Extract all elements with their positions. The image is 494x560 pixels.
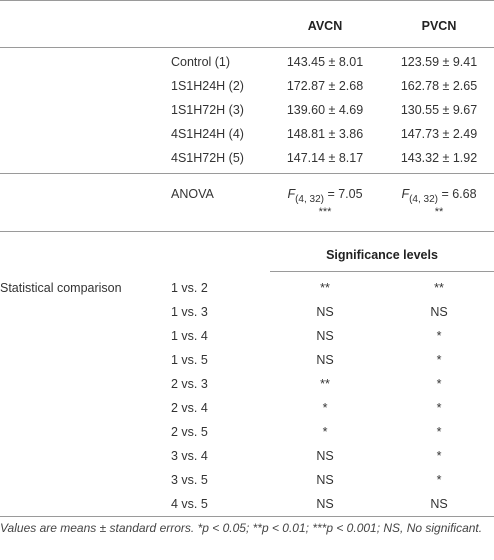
avcn-significance: NS	[316, 497, 334, 511]
f-symbol: F	[401, 187, 410, 201]
pvcn-value: 130.55 ± 9.67	[400, 103, 478, 117]
avcn-value: 143.45 ± 8.01	[286, 55, 364, 69]
avcn-value: 172.87 ± 2.68	[286, 79, 364, 93]
pvcn-significance: NS	[430, 305, 448, 319]
avcn-value: 139.60 ± 4.69	[286, 103, 364, 117]
header-rule	[0, 47, 494, 48]
anova-avcn-stars: ***	[318, 206, 332, 218]
avcn-significance: *	[322, 425, 328, 439]
pvcn-significance: *	[436, 401, 442, 415]
avcn-significance: NS	[316, 449, 334, 463]
df-subscript: (4, 32)	[295, 194, 324, 205]
significance-rule	[270, 271, 494, 272]
pvcn-significance: NS	[430, 497, 448, 511]
pvcn-value: 143.32 ± 1.92	[400, 151, 478, 165]
pair-label: 2 vs. 5	[171, 425, 208, 439]
pvcn-significance: *	[436, 425, 442, 439]
pvcn-significance: *	[436, 353, 442, 367]
anova-avcn: F(4, 32) = 7.05	[270, 187, 380, 205]
group-label: 1S1H72H (3)	[171, 103, 244, 117]
pair-label: 2 vs. 4	[171, 401, 208, 415]
f-value: = 7.05	[323, 187, 363, 201]
pair-label: 1 vs. 3	[171, 305, 208, 319]
f-symbol: F	[287, 187, 296, 201]
top-rule	[0, 0, 494, 1]
anova-rule	[0, 231, 494, 232]
group-label: 4S1H72H (5)	[171, 151, 244, 165]
header-pvcn: PVCN	[421, 19, 457, 33]
pvcn-significance: *	[436, 377, 442, 391]
pair-label: 1 vs. 5	[171, 353, 208, 367]
pvcn-value: 162.78 ± 2.65	[400, 79, 478, 93]
pvcn-significance: *	[436, 449, 442, 463]
pair-label: 3 vs. 5	[171, 473, 208, 487]
anova-pvcn-stars: **	[434, 206, 444, 218]
table-footnote: Values are means ± standard errors. *p <…	[0, 521, 483, 535]
avcn-significance: NS	[316, 473, 334, 487]
significance-header: Significance levels	[326, 248, 438, 262]
df-subscript: (4, 32)	[409, 194, 438, 205]
avcn-value: 148.81 ± 3.86	[286, 127, 364, 141]
group-label: 1S1H24H (2)	[171, 79, 244, 93]
avcn-significance: NS	[316, 329, 334, 343]
avcn-significance: **	[320, 281, 330, 295]
pvcn-value: 147.73 ± 2.49	[400, 127, 478, 141]
group-rule	[0, 173, 494, 174]
avcn-significance: **	[320, 377, 330, 391]
avcn-significance: NS	[316, 353, 334, 367]
pvcn-value: 123.59 ± 9.41	[400, 55, 478, 69]
comparison-label: Statistical comparison	[0, 281, 122, 295]
pair-label: 1 vs. 2	[171, 281, 208, 295]
avcn-significance: *	[322, 401, 328, 415]
group-label: 4S1H24H (4)	[171, 127, 244, 141]
pair-label: 2 vs. 3	[171, 377, 208, 391]
pvcn-significance: **	[434, 281, 444, 295]
anova-pvcn: F(4, 32) = 6.68	[384, 187, 494, 205]
pvcn-significance: *	[436, 329, 442, 343]
bottom-rule	[0, 516, 494, 517]
pair-label: 4 vs. 5	[171, 497, 208, 511]
avcn-value: 147.14 ± 8.17	[286, 151, 364, 165]
f-value: = 6.68	[437, 187, 477, 201]
group-label: Control (1)	[171, 55, 231, 69]
avcn-significance: NS	[316, 305, 334, 319]
pair-label: 1 vs. 4	[171, 329, 208, 343]
pvcn-significance: *	[436, 473, 442, 487]
header-avcn: AVCN	[307, 19, 343, 33]
pair-label: 3 vs. 4	[171, 449, 208, 463]
anova-label: ANOVA	[171, 187, 214, 201]
